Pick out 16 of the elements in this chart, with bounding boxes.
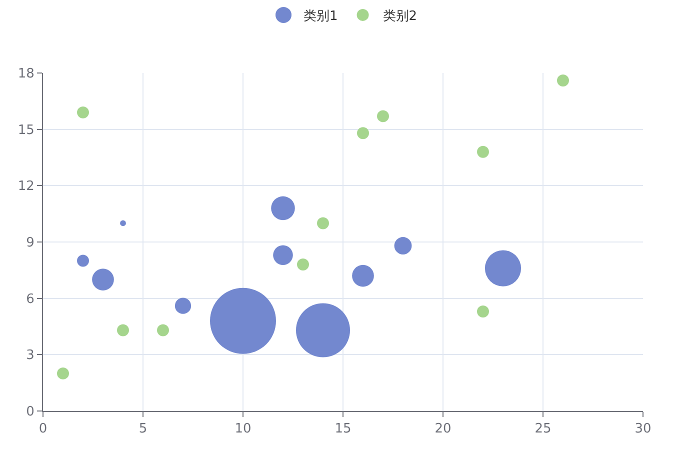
x-tick-label: 30 (634, 422, 652, 437)
x-tick-label: 15 (334, 422, 352, 437)
x-tick-label: 5 (138, 422, 148, 437)
x-tick-label: 0 (38, 422, 48, 437)
y-tick-label: 3 (26, 348, 34, 364)
legend-label: 类别2 (382, 9, 418, 24)
y-tick-label: 9 (26, 236, 34, 251)
y-tick-label: 15 (18, 122, 34, 138)
x-tick-label: 10 (234, 422, 252, 437)
y-tick-label: 18 (18, 66, 34, 82)
y-tick-label: 6 (26, 292, 34, 307)
y-tick-label: 12 (18, 179, 34, 194)
x-tick-label: 20 (434, 422, 452, 437)
x-tick-label: 25 (534, 422, 552, 437)
legend-label: 类别1 (304, 9, 338, 24)
y-tick-label: 0 (26, 404, 34, 420)
